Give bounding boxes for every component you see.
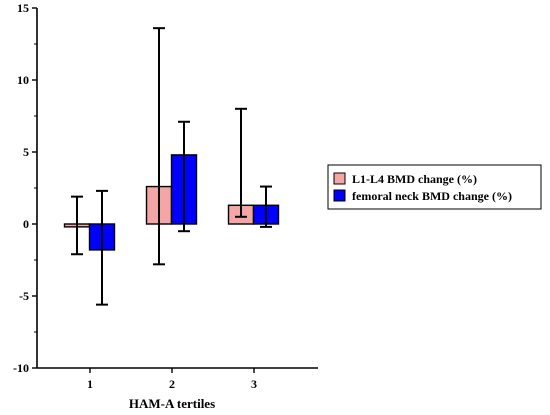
y-tick-label: 0 (23, 217, 29, 231)
x-tick-label: 3 (251, 377, 257, 391)
x-axis-title: HAM-A tertiles (129, 396, 215, 411)
legend-label-femoral-neck: femoral neck BMD change (%) (352, 189, 512, 203)
legend-swatch-l1-l4 (333, 172, 346, 185)
x-tick-label: 2 (169, 377, 175, 391)
y-tick-label: -5 (19, 289, 29, 303)
bars-layer (63, 154, 280, 251)
legend-box (327, 164, 542, 210)
legend-swatch-femoral-neck (333, 189, 346, 202)
y-tick-label: -10 (13, 361, 29, 375)
y-tick-label: 5 (23, 145, 29, 159)
ticks-layer: -10 -5 0 5 10 15 1 2 3 (13, 1, 257, 391)
y-tick-label: 15 (17, 1, 29, 15)
legend: L1-L4 BMD change (%) femoral neck BMD ch… (327, 164, 542, 210)
error-bars-layer (71, 27, 272, 306)
y-tick-label: 10 (17, 73, 29, 87)
legend-label-l1-l4: L1-L4 BMD change (%) (352, 172, 477, 186)
x-tick-label: 1 (87, 377, 93, 391)
